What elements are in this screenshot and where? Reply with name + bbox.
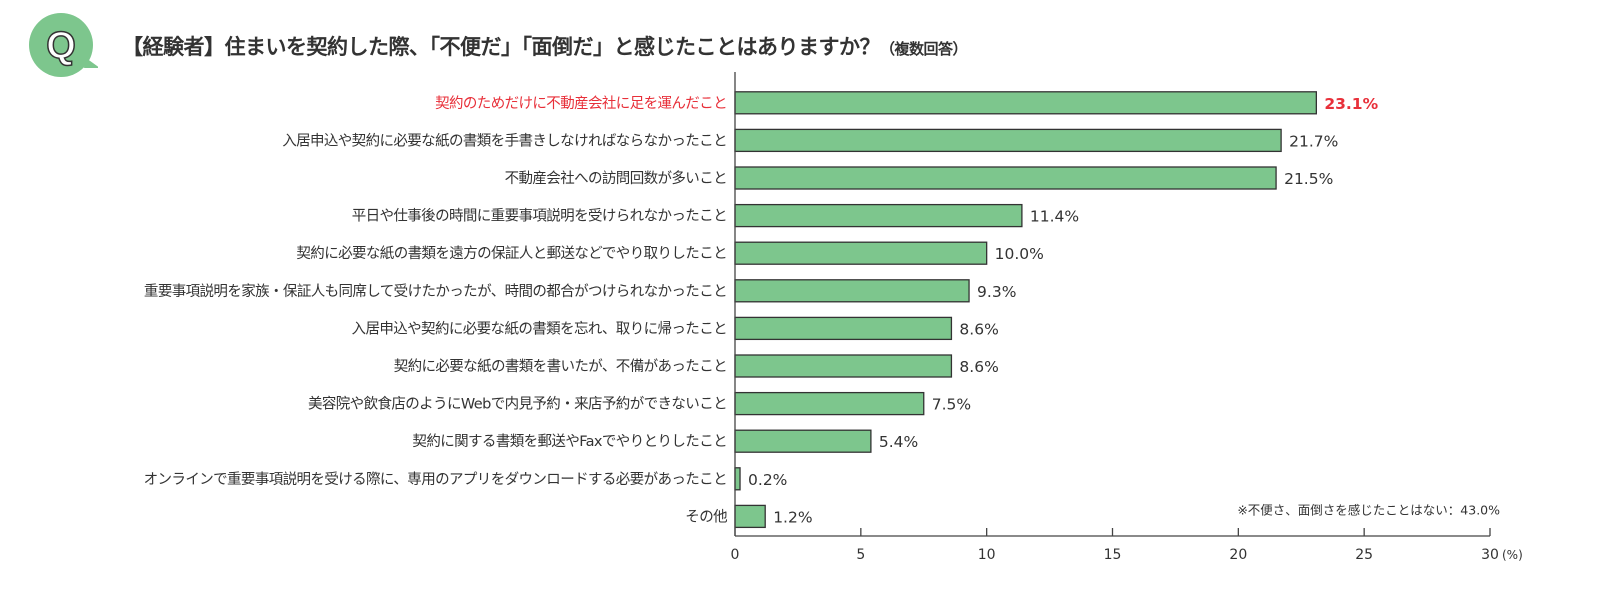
category-label: オンラインで重要事項説明を受ける際に、専用のアプリをダウンロードする必要があった… [144, 471, 727, 488]
chart-title: 【経験者】住まいを契約した際、「不便だ」「面倒だ」と感じたことはありますか？（複… [122, 31, 968, 61]
bar [734, 467, 741, 491]
category-label: 不動産会社への訪問回数が多いこと [505, 170, 727, 187]
x-unit-label: (%) [1502, 548, 1523, 562]
bar [734, 504, 766, 529]
bar [734, 241, 988, 265]
value-label: 8.6% [959, 320, 998, 338]
category-label: 契約に必要な紙の書類を書いたが、不備があったこと [394, 358, 727, 375]
bar [734, 128, 1282, 153]
category-label: 平日や仕事後の時間に重要事項説明を受けられなかったこと [352, 208, 727, 225]
bar [734, 316, 953, 341]
x-tick-label: 5 [856, 547, 865, 563]
bar [734, 391, 925, 416]
category-label: その他 [685, 508, 727, 525]
q-badge-icon: Q [29, 13, 98, 77]
bar [734, 279, 970, 303]
bar [734, 91, 1317, 115]
category-label: 入居申込や契約に必要な紙の書類を忘れ、取りに帰ったこと [352, 319, 727, 337]
value-label: 5.4% [879, 433, 918, 451]
value-label: 7.5% [932, 396, 971, 414]
category-label: 契約に必要な紙の書類を遠方の保証人と郵送などでやり取りしたこと [296, 245, 727, 262]
x-tick-label: 10 [978, 547, 996, 563]
value-label: 21.5% [1284, 170, 1333, 188]
q-letter: Q [46, 25, 76, 67]
bar [734, 354, 953, 378]
value-label: 1.2% [773, 508, 812, 526]
x-tick-label: 30 [1481, 547, 1499, 563]
title-suffix: （複数回答） [880, 40, 968, 58]
value-label: 21.7% [1289, 132, 1338, 150]
value-label: 8.6% [959, 358, 998, 376]
value-label: 9.3% [977, 283, 1016, 301]
x-tick-label: 15 [1104, 547, 1122, 563]
category-label: 入居申込や契約に必要な紙の書類を手書きしなければならなかったこと [282, 132, 727, 149]
category-label: 契約のためだけに不動産会社に足を運んだこと [435, 95, 727, 112]
category-label: 重要事項説明を家族・保証人も同席して受けたかったが、時間の都合がつけられなかった… [144, 283, 727, 300]
bar [734, 203, 1023, 228]
annotation: ※不便さ、面倒さを感じたことはない：43.0% [1237, 502, 1500, 517]
value-label: 10.0% [995, 245, 1044, 263]
value-label: 23.1% [1324, 95, 1378, 113]
value-label: 11.4% [1030, 208, 1079, 226]
category-label: 美容院や飲食店のようにWebで内見予約・来店予約ができないこと [308, 396, 727, 413]
value-label: 0.2% [748, 471, 787, 489]
bar [734, 429, 872, 453]
x-tick-label: 0 [731, 547, 740, 563]
category-label: 契約に関する書類を郵送やFaxでやりとりしたこと [412, 433, 727, 450]
title-main: 【経験者】住まいを契約した際、「不便だ」「面倒だ」と感じたことはありますか？ [122, 35, 881, 59]
x-tick-label: 20 [1229, 547, 1247, 563]
bar [734, 166, 1277, 190]
x-tick-label: 25 [1355, 547, 1373, 563]
